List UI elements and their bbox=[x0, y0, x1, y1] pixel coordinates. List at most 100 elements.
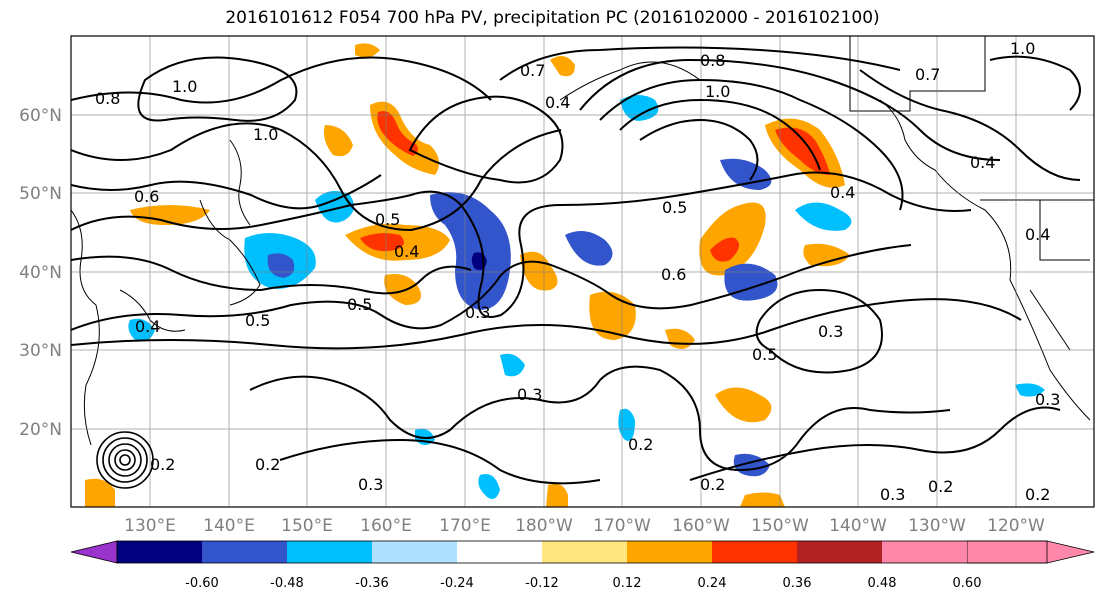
contour-label: 0.6 bbox=[661, 265, 686, 284]
pv-contour bbox=[137, 56, 298, 122]
contour-labels: 0.8 1.0 1.0 0.6 0.5 0.4 0.5 0.5 0.3 0.3 … bbox=[95, 39, 1060, 504]
precip-patch bbox=[500, 353, 525, 377]
pv-contour bbox=[279, 438, 601, 485]
lon-label: 160°W bbox=[672, 516, 730, 536]
contour-label: 0.2 bbox=[628, 435, 653, 454]
contour-label: 0.2 bbox=[150, 455, 175, 474]
pv-contour bbox=[579, 58, 1001, 161]
colorbar-tick-label: -0.24 bbox=[440, 576, 474, 591]
contour-label: 1.0 bbox=[705, 82, 730, 101]
cyclone-ring bbox=[102, 437, 148, 483]
colorbar-tick-label: 0.60 bbox=[953, 576, 982, 591]
precip-patch bbox=[550, 56, 575, 77]
coastline bbox=[199, 199, 261, 306]
lon-label: 170°E bbox=[439, 516, 491, 536]
contour-label: 0.7 bbox=[520, 61, 545, 80]
precip-patch bbox=[620, 95, 659, 121]
precip-patch bbox=[324, 125, 353, 157]
lat-label: 30°N bbox=[19, 341, 62, 361]
precip-patch bbox=[589, 291, 636, 340]
colorbar-segment bbox=[202, 541, 287, 563]
contour-label: 0.4 bbox=[545, 93, 570, 112]
colorbar-segment bbox=[797, 541, 882, 563]
pv-contour bbox=[71, 56, 492, 104]
coastline bbox=[849, 36, 986, 112]
pv-contour bbox=[249, 365, 951, 472]
pv-contour bbox=[989, 55, 1081, 111]
contour-label: 0.4 bbox=[970, 153, 995, 172]
pv-contours bbox=[71, 46, 1081, 485]
lon-label: 130°W bbox=[908, 516, 966, 536]
pv-contour bbox=[71, 122, 562, 232]
lon-label: 140°E bbox=[203, 516, 255, 536]
colorbar-segment bbox=[712, 541, 797, 563]
colorbar-frame bbox=[116, 540, 1048, 564]
precip-patch bbox=[355, 43, 380, 58]
colorbar-tick-label: -0.48 bbox=[270, 576, 304, 591]
lon-label: 130°E bbox=[124, 516, 176, 536]
pv-contour bbox=[599, 78, 904, 211]
cyclone-ring bbox=[114, 449, 136, 471]
colorbar-segment bbox=[457, 541, 542, 563]
contour-label: 0.5 bbox=[375, 210, 400, 229]
lat-label: 20°N bbox=[19, 420, 62, 440]
contour-label: 0.5 bbox=[245, 311, 270, 330]
lon-label: 150°E bbox=[281, 516, 333, 536]
precip-patch bbox=[360, 233, 404, 252]
pv-contour bbox=[639, 118, 759, 181]
lat-labels: 60°N 50°N 40°N 30°N 20°N bbox=[19, 106, 62, 440]
contour-label: 1.0 bbox=[253, 125, 278, 144]
precip-patch bbox=[710, 237, 739, 262]
precip-patch bbox=[377, 111, 418, 156]
colorbar-ticks: -0.60 -0.48 -0.36 -0.24 -0.12 0.12 0.24 … bbox=[185, 576, 981, 591]
colorbar-tick-label: -0.36 bbox=[355, 576, 389, 591]
contour-label: 0.4 bbox=[830, 183, 855, 202]
contour-label: 0.7 bbox=[915, 65, 940, 84]
precip-patch bbox=[315, 191, 354, 223]
lon-labels: 130°E 140°E 150°E 160°E 170°E 180°W 170°… bbox=[124, 516, 1045, 536]
lon-label: 180°W bbox=[515, 516, 573, 536]
contour-label: 0.6 bbox=[134, 187, 159, 206]
contour-label: 0.3 bbox=[358, 475, 383, 494]
lon-label: 150°W bbox=[751, 516, 809, 536]
colorbar-extend-high bbox=[966, 540, 1095, 564]
precip-patch bbox=[85, 478, 115, 507]
contour-label: 0.2 bbox=[255, 455, 280, 474]
contour-label: 0.5 bbox=[662, 198, 687, 217]
precip-patch bbox=[715, 387, 772, 423]
pv-contour bbox=[755, 288, 883, 374]
contour-label: 0.3 bbox=[818, 322, 843, 341]
colorbar-tick-label: -0.12 bbox=[525, 576, 559, 591]
colorbar-segment bbox=[627, 541, 712, 563]
coastline bbox=[229, 139, 251, 226]
cyclone-contours bbox=[96, 431, 154, 489]
colorbar-segment bbox=[882, 541, 967, 563]
contour-label: 0.3 bbox=[517, 385, 542, 404]
precip-patch bbox=[430, 192, 511, 310]
contour-label: 0.4 bbox=[1025, 225, 1050, 244]
pv-contour bbox=[408, 95, 564, 184]
contour-label: 0.3 bbox=[465, 303, 490, 322]
colorbar-tick-label: 0.12 bbox=[613, 576, 642, 591]
lat-label: 50°N bbox=[19, 184, 62, 204]
precip-patch bbox=[546, 483, 568, 507]
colorbar-tick-label: 0.24 bbox=[698, 576, 727, 591]
colorbar-tick-label: -0.60 bbox=[185, 576, 219, 591]
contour-label: 0.8 bbox=[95, 89, 120, 108]
pv-contour bbox=[71, 298, 1022, 350]
precip-patch bbox=[128, 318, 155, 342]
cyclone-ring bbox=[119, 454, 131, 466]
colorbar-segment bbox=[372, 541, 457, 563]
pv-contour bbox=[859, 69, 1081, 181]
contour-label: 0.5 bbox=[347, 295, 372, 314]
precip-patch bbox=[740, 492, 785, 507]
pv-contour bbox=[71, 171, 972, 318]
colorbar-extend-low bbox=[70, 540, 118, 564]
pv-contour bbox=[499, 46, 901, 81]
precip-patch bbox=[795, 202, 852, 231]
contour-label: 1.0 bbox=[1010, 39, 1035, 58]
precip-patch bbox=[1015, 383, 1045, 397]
contour-label: 1.0 bbox=[172, 77, 197, 96]
colorbar: -0.60 -0.48 -0.36 -0.24 -0.12 0.12 0.24 … bbox=[70, 540, 1095, 591]
